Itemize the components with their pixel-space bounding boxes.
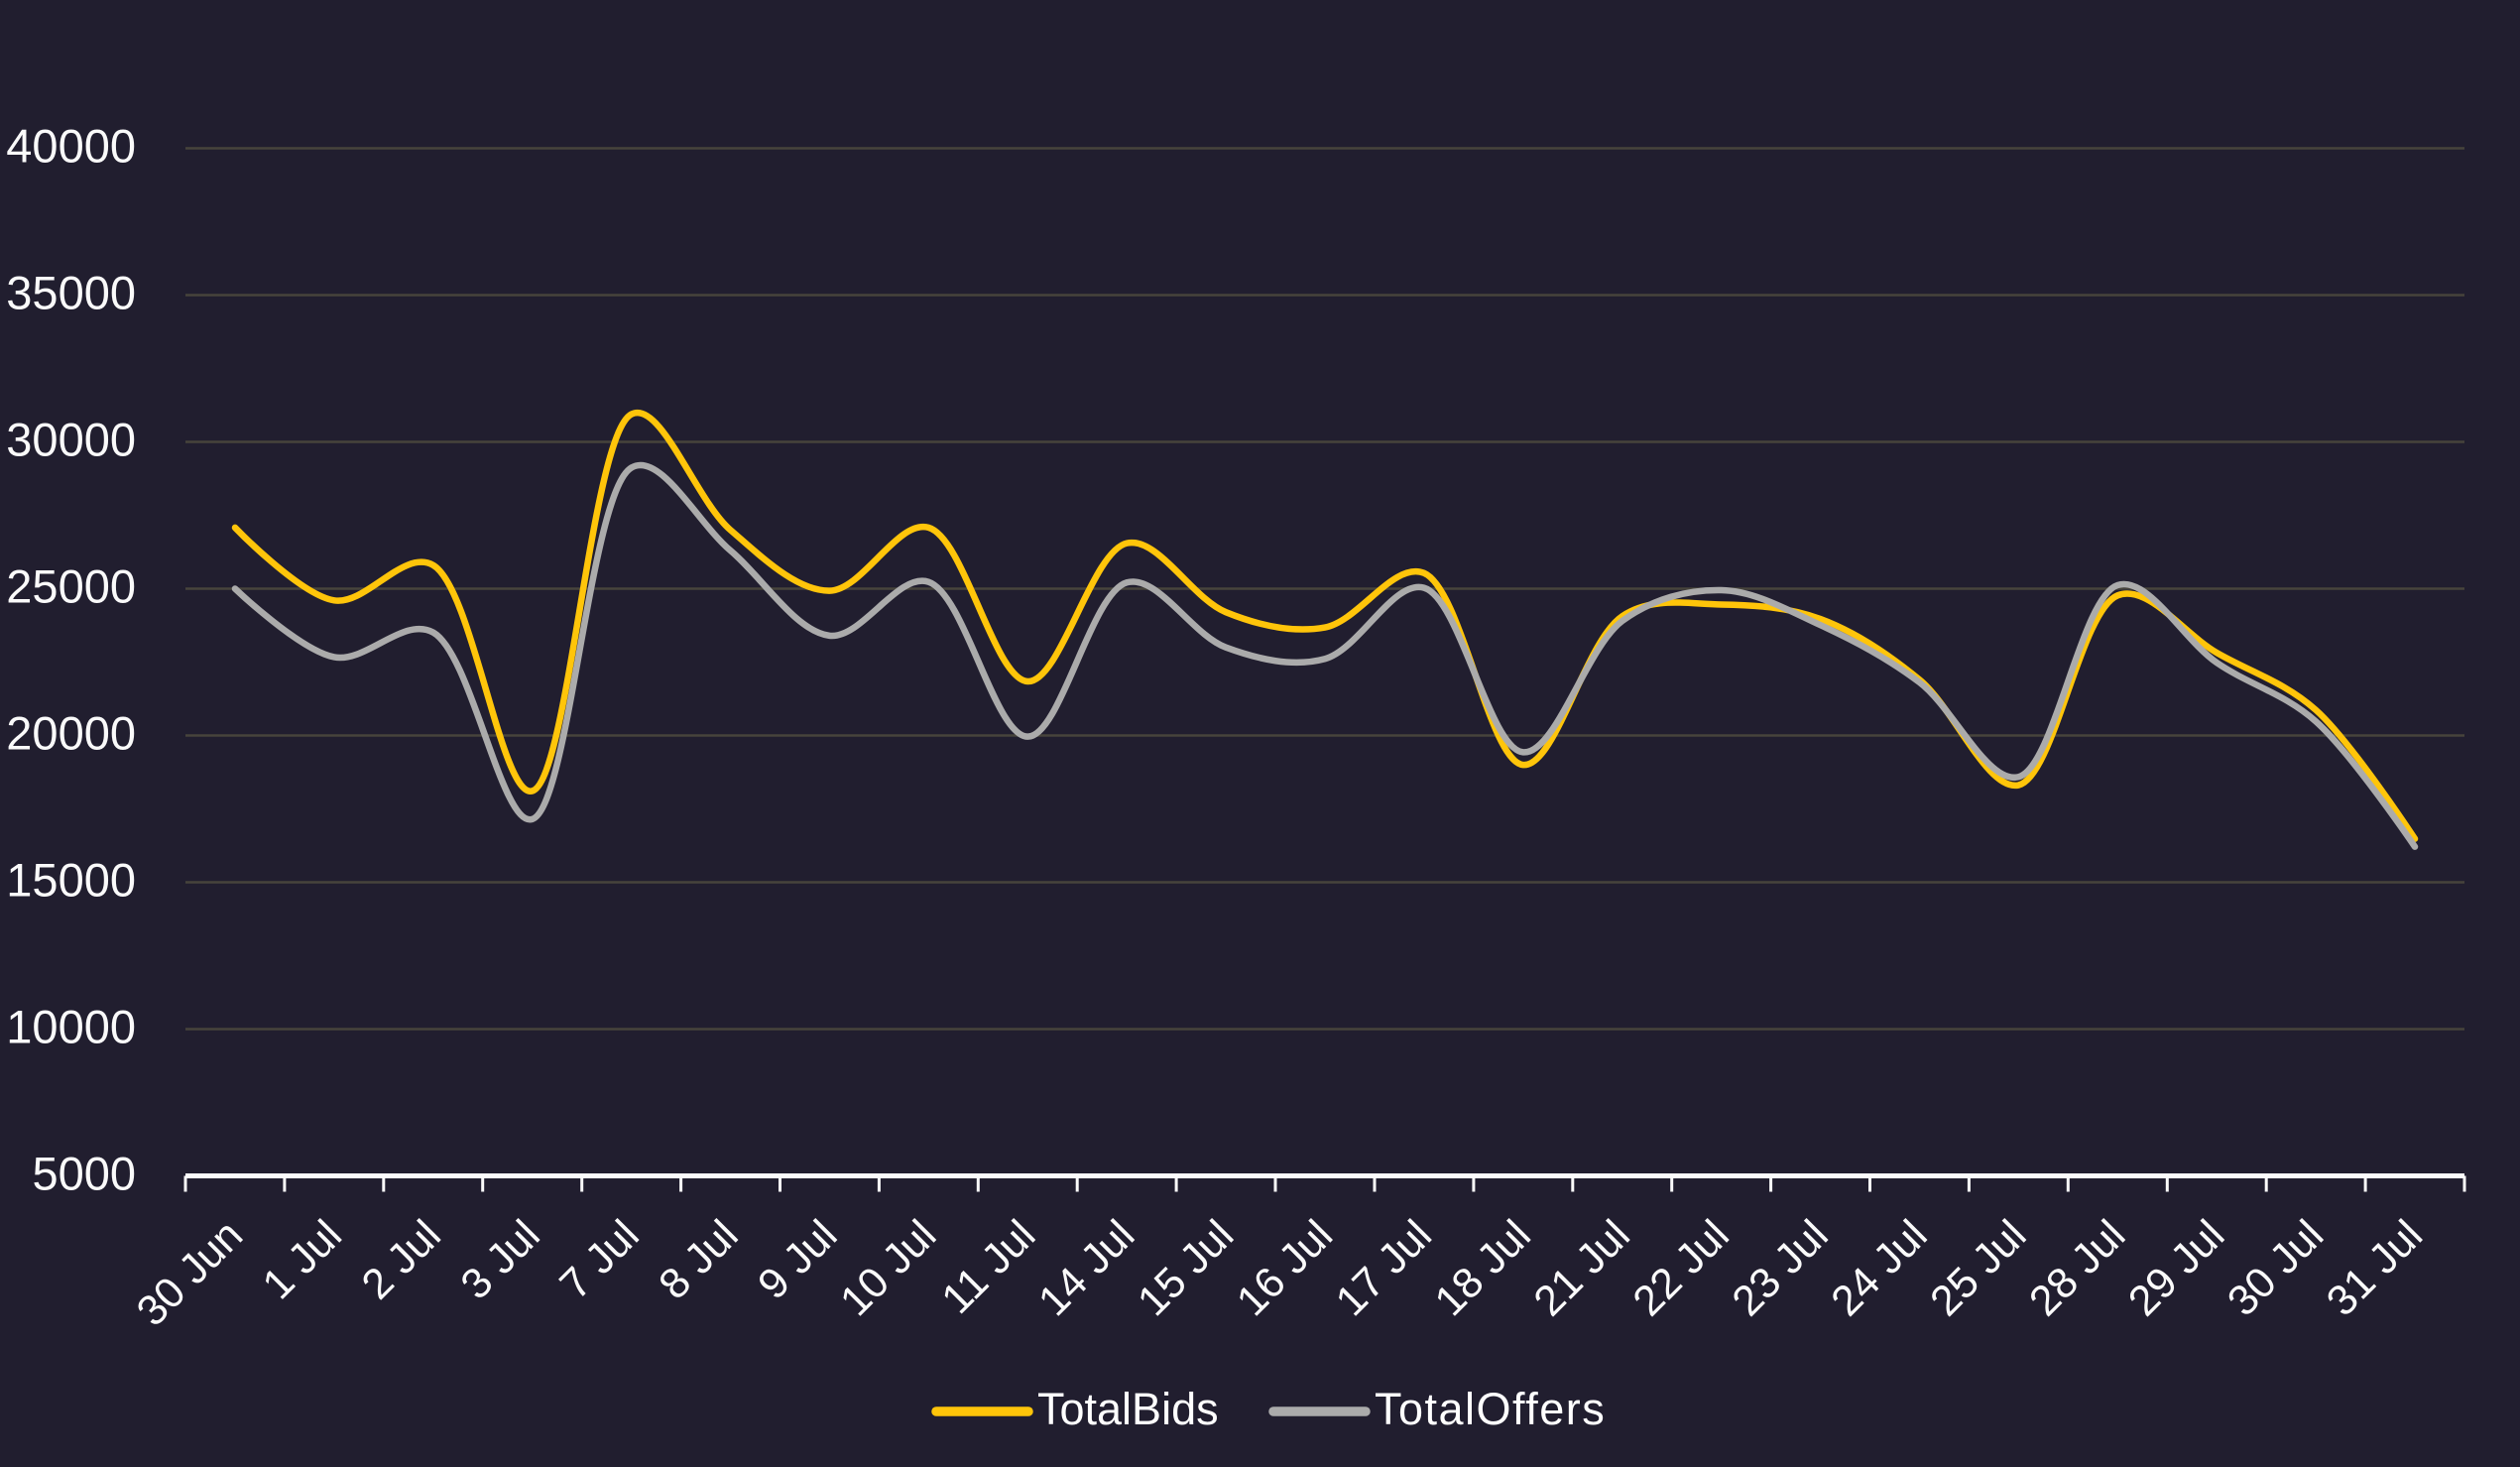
svg-text:25000: 25000 (6, 560, 136, 613)
svg-text:TotalBids: TotalBids (1037, 1384, 1219, 1434)
svg-text:TotalOffers: TotalOffers (1375, 1384, 1606, 1434)
svg-text:20000: 20000 (6, 707, 136, 760)
svg-text:15000: 15000 (6, 854, 136, 907)
svg-text:40000: 40000 (6, 120, 136, 173)
svg-text:35000: 35000 (6, 267, 136, 319)
svg-text:30000: 30000 (6, 414, 136, 466)
svg-text:5000: 5000 (32, 1148, 136, 1200)
svg-text:10000: 10000 (6, 1001, 136, 1053)
